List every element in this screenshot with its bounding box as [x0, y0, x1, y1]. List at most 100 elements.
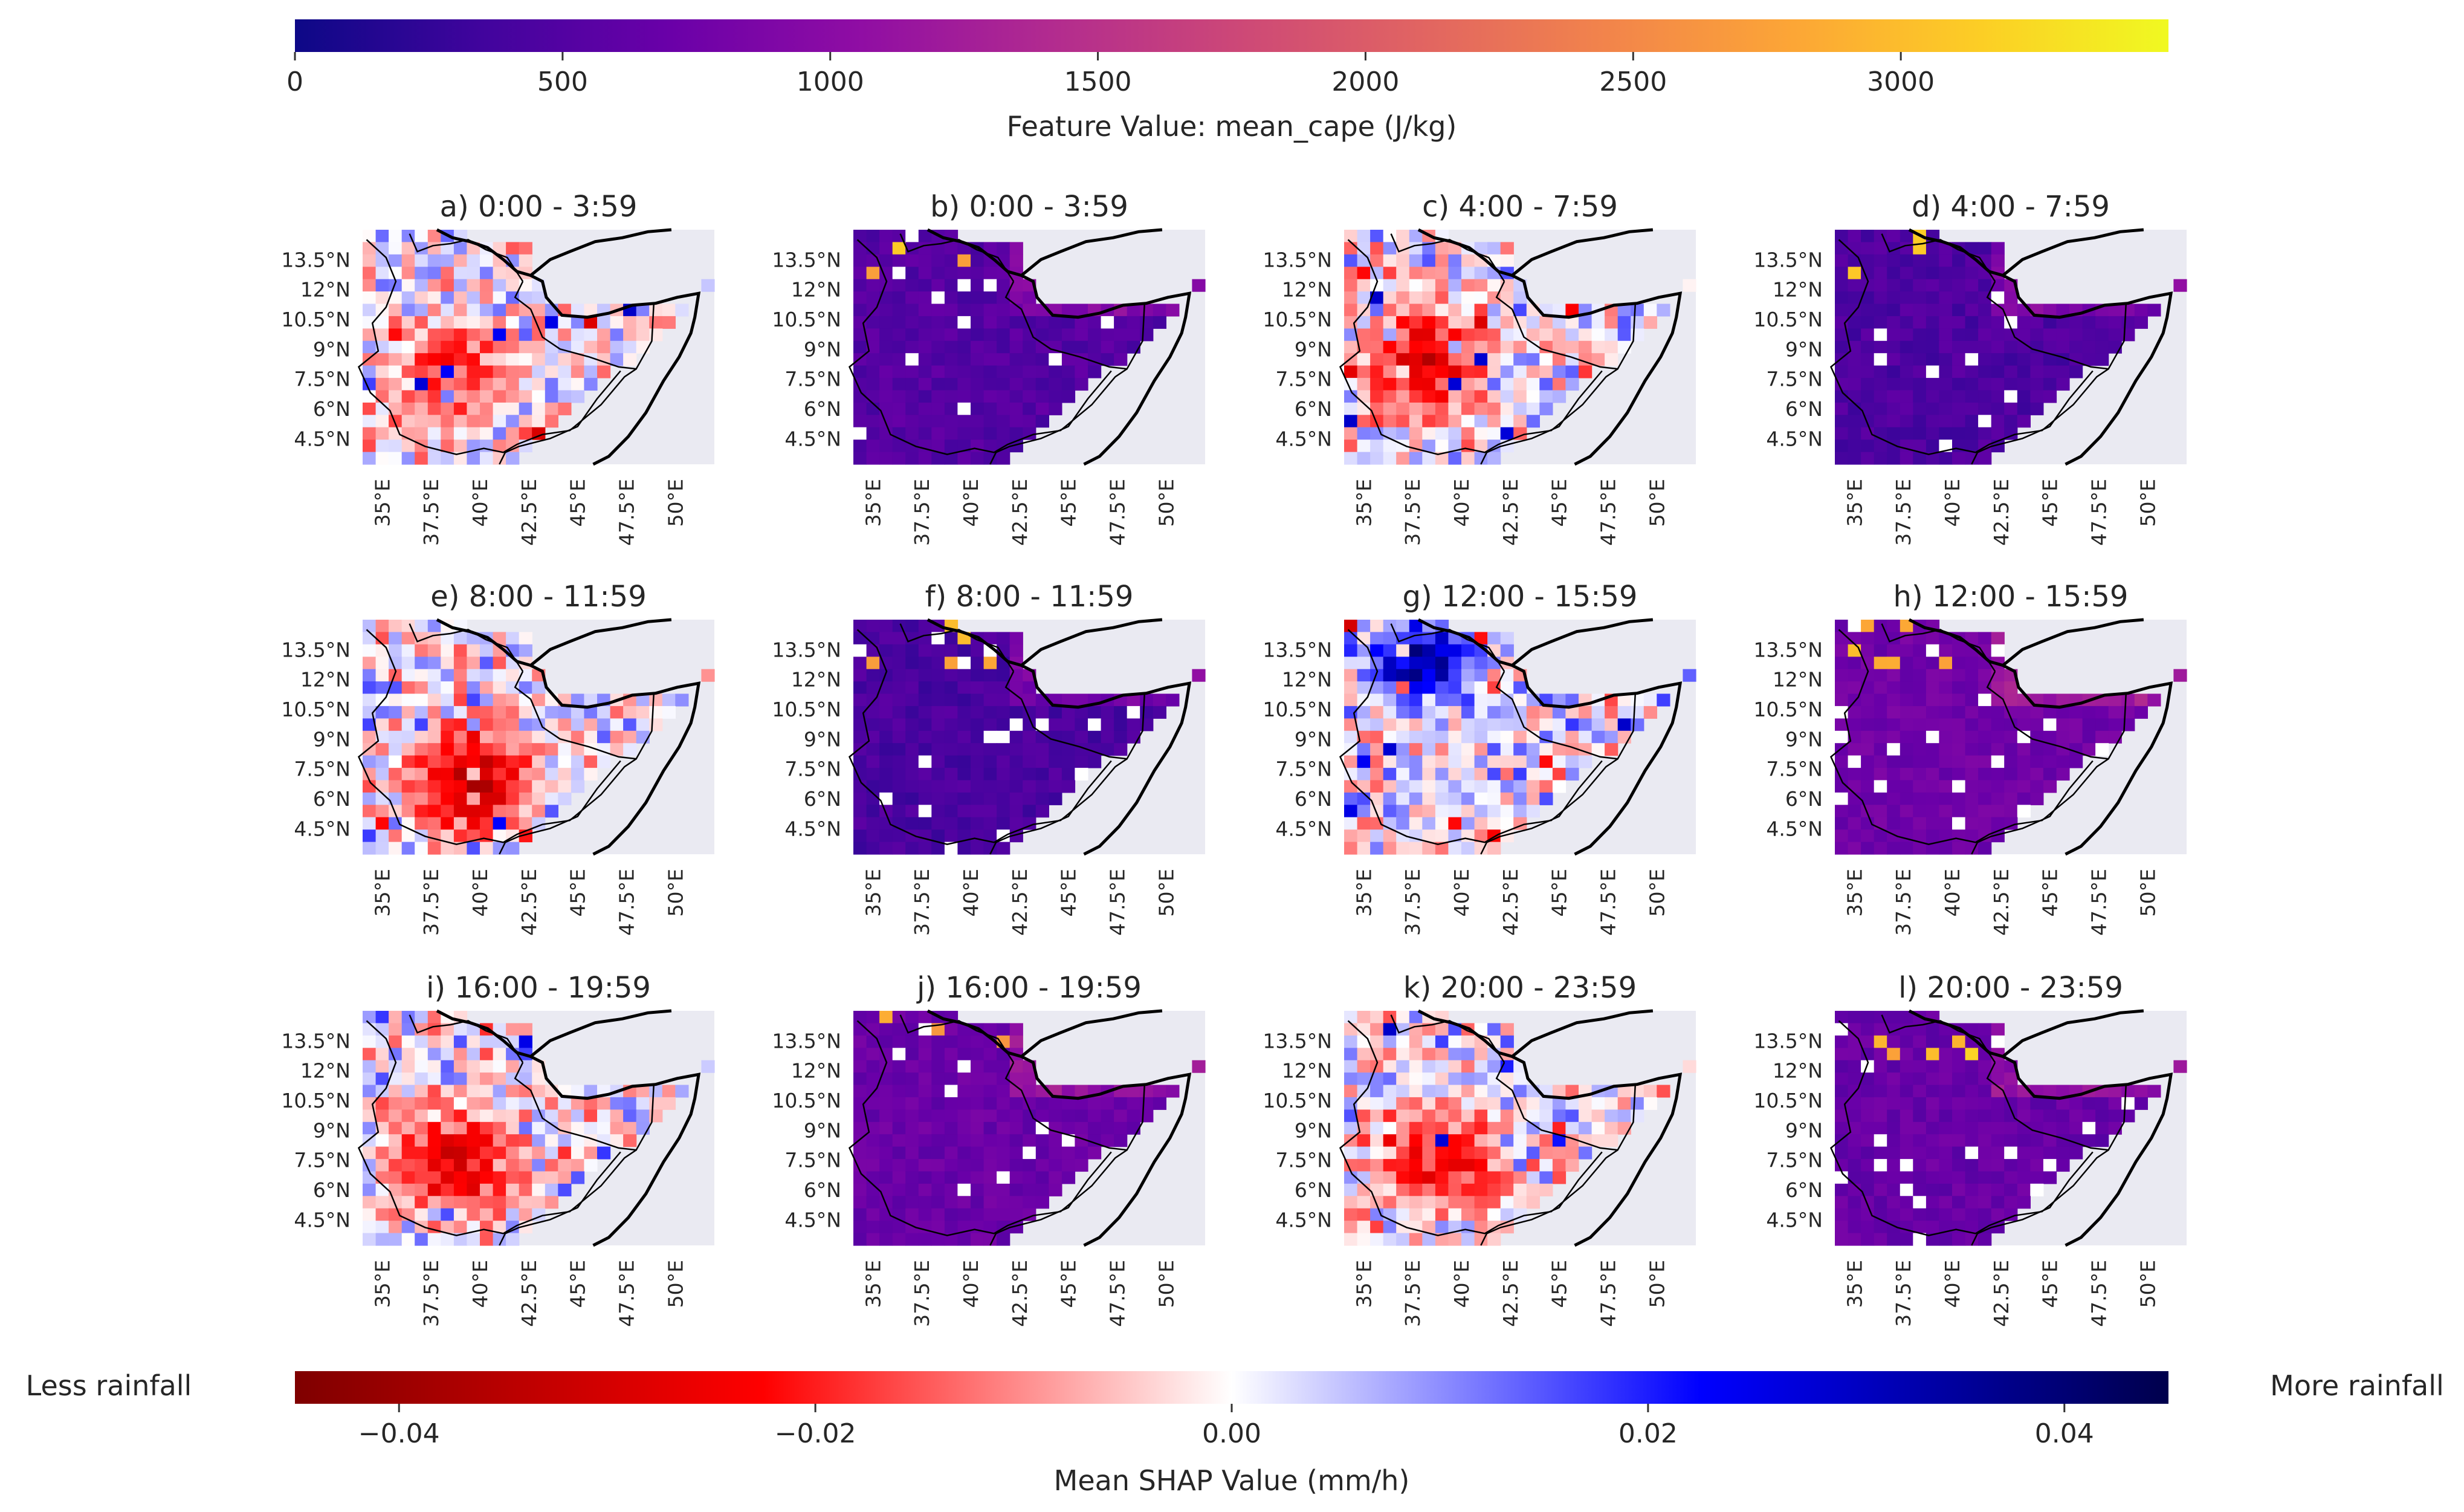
grid-cell — [506, 402, 520, 415]
grid-cell — [519, 1159, 532, 1172]
grid-cell — [415, 452, 428, 465]
grid-cell — [1900, 378, 1913, 391]
grid-cell — [1939, 1048, 1953, 1061]
grid-cell — [931, 1121, 945, 1135]
grid-cell — [2017, 1097, 2031, 1110]
grid-cell — [1049, 706, 1062, 719]
grid-cell — [493, 1171, 506, 1184]
grid-cell — [1448, 755, 1462, 768]
grid-cell — [905, 267, 919, 280]
grid-cell — [1357, 1146, 1371, 1160]
grid-cell — [1939, 792, 1953, 805]
grid-cell — [2017, 415, 2031, 428]
grid-cell — [1978, 1233, 1992, 1246]
grid-cell — [480, 1171, 494, 1184]
grid-cell — [401, 1171, 415, 1184]
x-tick-label: 45°E — [1548, 869, 1571, 917]
grid-cell — [971, 254, 985, 267]
grid-cell — [1861, 730, 1875, 744]
grid-cell — [1370, 780, 1384, 793]
grid-cell — [1487, 1146, 1501, 1160]
grid-cell — [1061, 365, 1076, 378]
grid-cell — [363, 805, 377, 818]
grid-cell — [1874, 402, 1887, 415]
grid-cell — [892, 291, 906, 305]
y-tick-label: 12°N — [791, 278, 841, 302]
grid-cell — [944, 1035, 959, 1048]
grid-cell — [879, 415, 893, 428]
grid-cell — [389, 242, 403, 255]
grid-cell — [1952, 452, 1966, 465]
grid-cell — [957, 378, 971, 391]
grid-cell — [427, 242, 441, 255]
grid-cell — [1965, 743, 1979, 756]
x-tick-label: 45°E — [1548, 479, 1571, 527]
grid-cell — [506, 718, 520, 732]
grid-cell — [1396, 669, 1410, 682]
grid-cell — [905, 254, 919, 267]
grid-cell — [375, 1121, 389, 1135]
grid-cell — [892, 805, 906, 818]
grid-cell — [1061, 768, 1076, 781]
grid-cell — [1526, 1134, 1540, 1147]
y-tick-label: 4.5°N — [784, 1208, 841, 1231]
grid-cell — [389, 768, 403, 781]
grid-cell — [427, 1159, 441, 1172]
grid-cell — [971, 1060, 985, 1073]
grid-cell — [1539, 1121, 1553, 1135]
grid-cell — [415, 303, 428, 317]
y-tick-label: 13.5°N — [772, 1029, 841, 1053]
grid-cell — [1009, 291, 1023, 305]
grid-cell — [1952, 718, 1966, 732]
grid-cell — [1526, 718, 1540, 732]
grid-cell — [957, 1097, 971, 1110]
grid-cell — [375, 743, 389, 756]
grid-cell — [971, 1035, 985, 1048]
grid-cell — [1383, 768, 1397, 781]
grid-cell — [1435, 706, 1449, 719]
grid-cell — [1991, 1035, 2005, 1048]
grid-cell — [1009, 632, 1023, 645]
grid-cell — [2056, 1109, 2070, 1123]
grid-cell — [1487, 242, 1501, 255]
grid-cell — [1035, 390, 1049, 403]
grid-cell — [427, 632, 441, 645]
grid-cell — [1861, 805, 1875, 818]
grid-cell — [879, 706, 893, 719]
grid-cell — [1435, 1023, 1449, 1036]
grid-cell — [389, 1035, 403, 1048]
grid-cell — [1474, 817, 1488, 830]
y-tick-label: 13.5°N — [772, 638, 841, 661]
grid-cell — [558, 1146, 572, 1160]
grid-cell — [1023, 1196, 1036, 1209]
grid-cell — [1357, 657, 1371, 670]
grid-cell — [931, 1183, 945, 1196]
grid-cell — [918, 254, 932, 267]
grid-cell — [1500, 792, 1514, 805]
grid-cell — [944, 817, 959, 830]
grid-cell — [1887, 730, 1901, 744]
grid-cell — [1913, 415, 1927, 428]
grid-cell — [1344, 390, 1358, 403]
grid-cell — [1344, 1072, 1358, 1086]
panel-title: b) 0:00 - 3:59 — [930, 190, 1128, 224]
grid-cell — [1978, 353, 1992, 366]
grid-cell — [971, 1121, 985, 1135]
grid-cell — [1448, 1183, 1462, 1196]
grid-cell — [571, 1085, 585, 1098]
grid-cell — [1874, 1035, 1887, 1048]
grid-cell — [558, 792, 572, 805]
grid-cell — [879, 743, 893, 756]
grid-cell — [1848, 1134, 1861, 1147]
grid-cell — [931, 1023, 945, 1036]
x-tick-label: 40°E — [959, 869, 983, 917]
grid-cell — [1978, 316, 1992, 329]
grid-cell — [1965, 1085, 1979, 1098]
grid-cell — [1461, 378, 1475, 391]
grid-cell — [997, 1109, 1010, 1123]
grid-cell — [1357, 768, 1371, 781]
grid-cell — [1913, 817, 1927, 830]
grid-cell — [441, 1085, 454, 1098]
grid-cell — [1835, 842, 1849, 855]
grid-cell — [1435, 1146, 1449, 1160]
